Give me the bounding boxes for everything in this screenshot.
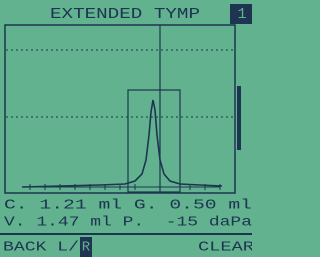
readout-line: C. 1.21 ml G. 0.50 ml (4, 198, 252, 214)
clear-button[interactable]: CLEAR (198, 240, 252, 256)
lcd-screen: EXTENDED TYMP 1 C. 1.21 ml G. 0.50 ml V.… (0, 0, 252, 257)
back-key[interactable]: R (82, 240, 91, 256)
scroll-indicator (237, 86, 241, 150)
page: EXTENDED TYMP 1 C. 1.21 ml G. 0.50 ml V.… (0, 0, 252, 257)
back-button[interactable]: BACK L/ (3, 240, 79, 256)
screen-title: EXTENDED TYMP (50, 6, 200, 23)
badge-number: 1 (237, 6, 246, 23)
readout-line: V. 1.47 ml P. -15 daPa (4, 215, 252, 231)
